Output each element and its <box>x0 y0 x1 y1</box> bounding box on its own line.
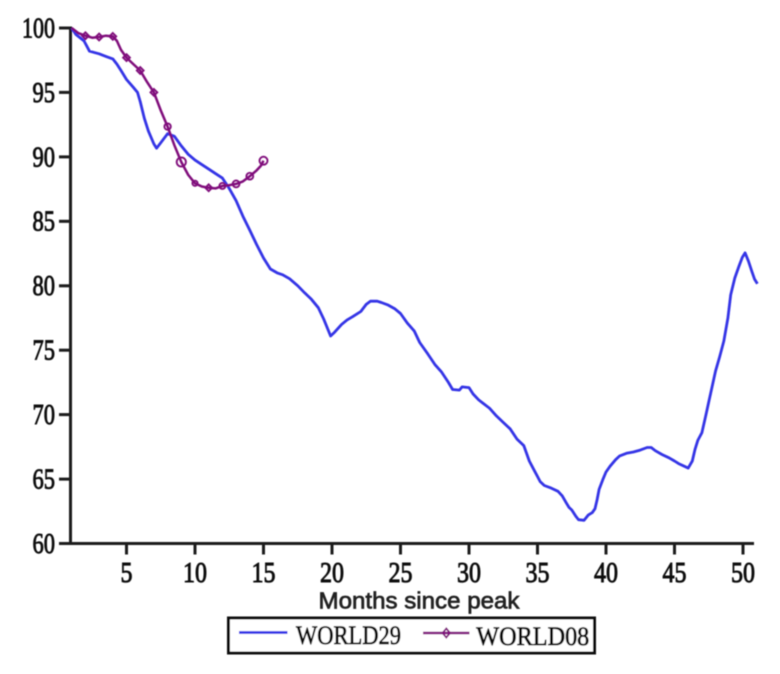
svg-text:75: 75 <box>33 335 56 367</box>
svg-text:Months since peak: Months since peak <box>319 588 521 614</box>
svg-text:10: 10 <box>183 557 207 589</box>
svg-text:25: 25 <box>389 557 413 589</box>
svg-text:5: 5 <box>121 557 133 589</box>
svg-text:40: 40 <box>594 557 618 589</box>
svg-text:WORLD29: WORLD29 <box>296 621 401 650</box>
svg-text:15: 15 <box>252 557 276 589</box>
svg-text:20: 20 <box>320 557 344 589</box>
svg-text:35: 35 <box>526 557 550 589</box>
svg-text:30: 30 <box>457 557 481 589</box>
svg-text:60: 60 <box>33 528 56 560</box>
svg-text:85: 85 <box>33 206 56 238</box>
svg-text:70: 70 <box>33 399 56 431</box>
svg-text:95: 95 <box>33 77 56 109</box>
svg-text:65: 65 <box>33 464 56 496</box>
svg-text:100: 100 <box>22 12 55 44</box>
svg-text:45: 45 <box>663 557 687 589</box>
svg-text:WORLD08: WORLD08 <box>476 622 589 651</box>
svg-text:80: 80 <box>33 270 56 302</box>
svg-text:50: 50 <box>731 557 755 589</box>
svg-text:90: 90 <box>33 141 56 173</box>
